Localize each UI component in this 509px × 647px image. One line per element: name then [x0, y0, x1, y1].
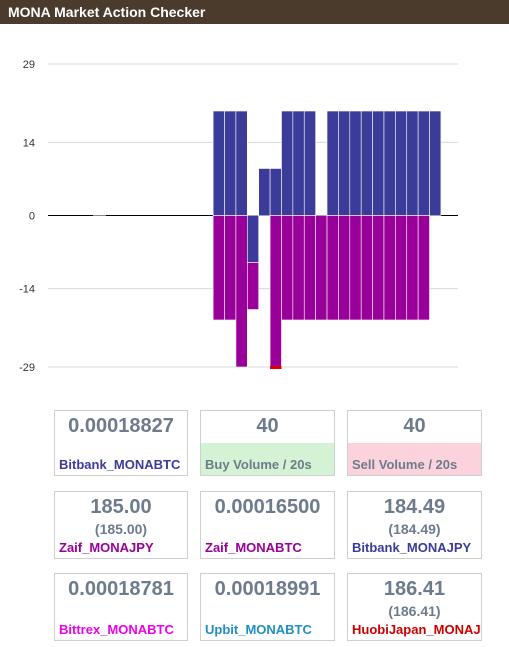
- sell-bar: [292, 215, 305, 321]
- price-change-marker: [270, 366, 282, 369]
- price-card-huobijapan-monajpy: 186.41 (186.41) HuobiJapan_MONAJPY: [347, 573, 482, 641]
- market-label: Zaif_MONABTC: [205, 540, 302, 555]
- y-tick-label: -29: [19, 362, 35, 374]
- price-sub-value: (184.49): [388, 521, 441, 537]
- buy-bar: [395, 110, 408, 216]
- app-title-bar: MONA Market Action Checker: [0, 0, 509, 24]
- sell-volume-value: 40: [403, 415, 426, 437]
- y-tick-label: 29: [23, 59, 35, 71]
- price-value: 0.00018827: [68, 415, 174, 437]
- buy-bar: [212, 110, 225, 216]
- price-card-zaif-monajpy: 185.00 (185.00) Zaif_MONAJPY: [54, 491, 188, 559]
- sell-bar: [224, 215, 237, 321]
- sell-volume-card: 40 Sell Volume / 20s: [347, 410, 482, 476]
- buy-volume-value: 40: [256, 415, 279, 437]
- price-value: 0.00018781: [68, 578, 174, 600]
- sell-bar: [372, 215, 385, 321]
- volume-chart: 29 14 0 -14 -29: [0, 24, 509, 390]
- market-label: Zaif_MONAJPY: [59, 540, 154, 555]
- market-label: HuobiJapan_MONAJPY: [352, 622, 481, 637]
- buy-bar: [247, 215, 259, 263]
- sell-volume-label: Sell Volume / 20s: [352, 457, 458, 472]
- sell-bar: [395, 215, 408, 321]
- sell-bar: [417, 215, 430, 321]
- sell-bar: [235, 215, 248, 368]
- market-label: Upbit_MONABTC: [205, 622, 312, 637]
- buy-bar: [269, 168, 282, 216]
- buy-bar: [303, 110, 316, 216]
- price-card-bitbank-monajpy: 184.49 (184.49) Bitbank_MONAJPY: [347, 491, 482, 559]
- market-label: Bitbank_MONAJPY: [352, 540, 472, 555]
- price-sub-value: (186.41): [388, 603, 441, 619]
- buy-volume-card: 40 Buy Volume / 20s: [200, 410, 335, 476]
- buy-bar: [326, 110, 339, 216]
- market-label: Bittrex_MONABTC: [59, 622, 174, 637]
- price-value: 186.41: [383, 578, 446, 600]
- buy-bar: [429, 110, 442, 216]
- y-tick-label: 0: [29, 211, 35, 223]
- y-tick-label: 14: [23, 137, 35, 149]
- sell-bar: [383, 215, 396, 321]
- price-sub-value: (185.00): [94, 521, 148, 537]
- price-card-bittrex-monabtc: 0.00018781 Bittrex_MONABTC: [54, 573, 188, 641]
- y-tick-label: -14: [19, 284, 35, 296]
- buy-bar: [338, 110, 351, 216]
- price-value: 184.49: [383, 496, 446, 518]
- sell-bar: [269, 215, 282, 368]
- market-label: Bitbank_MONABTC: [59, 457, 181, 472]
- price-value: 185.00: [90, 496, 152, 518]
- sell-bar: [315, 215, 328, 321]
- app-title: MONA Market Action Checker: [8, 4, 206, 20]
- sell-bar: [281, 215, 294, 321]
- sell-bar: [349, 215, 362, 321]
- buy-bar: [292, 110, 305, 216]
- sell-bar: [326, 215, 339, 321]
- buy-bar: [349, 110, 362, 216]
- buy-bar: [235, 110, 248, 216]
- buy-bar: [258, 168, 271, 216]
- volume-chart-svg: 29 14 0 -14 -29: [19, 59, 458, 374]
- sell-bar: [303, 215, 316, 321]
- price-card-upbit-monabtc: 0.00018991 Upbit_MONABTC: [200, 573, 335, 641]
- buy-bar: [372, 110, 385, 216]
- price-value: 0.00018991: [214, 578, 321, 600]
- buy-bar: [224, 110, 237, 216]
- buy-volume-label: Buy Volume / 20s: [205, 457, 312, 472]
- price-value: 0.00016500: [214, 496, 321, 518]
- buy-bar: [417, 110, 430, 216]
- price-card-zaif-monabtc: 0.00016500 Zaif_MONABTC: [200, 491, 335, 559]
- buy-bar: [281, 110, 294, 216]
- buy-bar: [383, 110, 396, 216]
- sell-bar: [360, 215, 373, 321]
- sell-bar: [338, 215, 351, 321]
- sell-bar: [247, 262, 259, 310]
- sell-bar: [406, 215, 419, 321]
- sell-bar: [212, 215, 225, 321]
- buy-bar: [406, 110, 419, 216]
- price-card-bitbank-monabtc: 0.00018827 Bitbank_MONABTC: [54, 410, 188, 476]
- buy-bar: [360, 110, 373, 216]
